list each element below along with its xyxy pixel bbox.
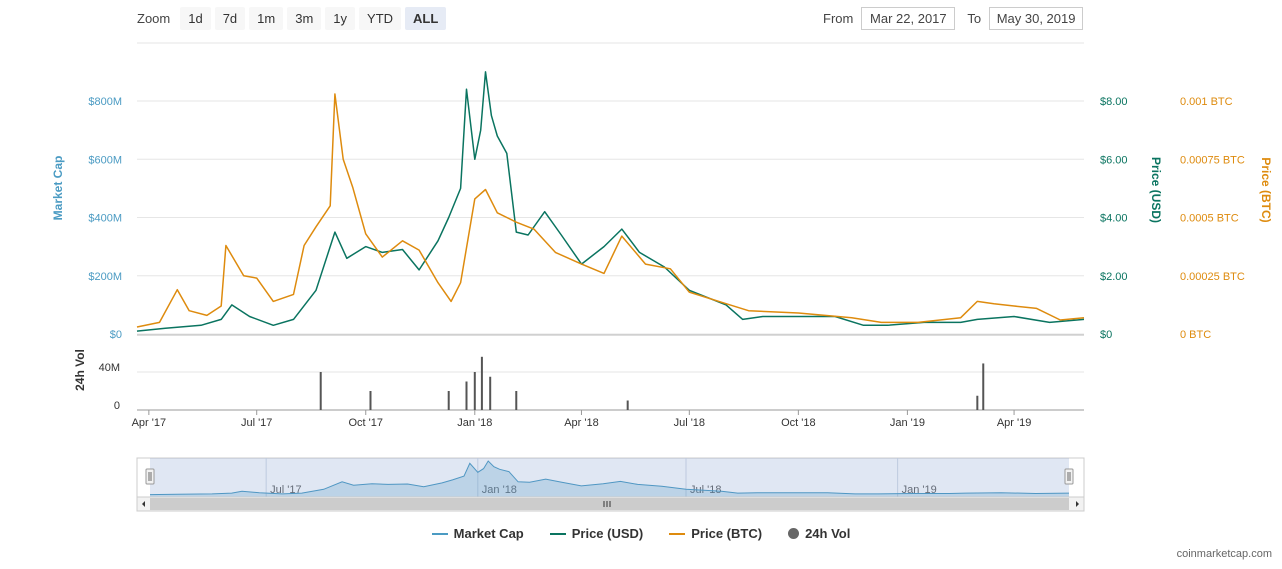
price-btc-tick-label: 0.00075 BTC xyxy=(1180,154,1245,166)
volume-bar xyxy=(976,395,979,410)
zoom-7d-button[interactable]: 7d xyxy=(214,7,246,30)
legend-volume[interactable]: 24h Vol xyxy=(788,526,850,541)
volume-axis-title: 24h Vol xyxy=(73,349,87,391)
x-tick-label: Oct '18 xyxy=(781,417,816,429)
legend-price-btc[interactable]: Price (BTC) xyxy=(669,526,762,541)
zoom-1y-button[interactable]: 1y xyxy=(325,7,356,30)
navigator-tick-label: Jan '19 xyxy=(902,484,937,496)
price-btc-swatch-icon xyxy=(669,532,686,535)
price-usd-axis-title: Price (USD) xyxy=(1149,157,1163,223)
market-cap-tick-label: $800M xyxy=(88,96,122,108)
price-usd-tick-label: $2.00 xyxy=(1100,271,1128,283)
volume-bar xyxy=(319,372,322,410)
price-usd-tick-label: $0 xyxy=(1100,329,1112,341)
volume-bars xyxy=(319,356,985,410)
price-btc-line xyxy=(136,93,1085,328)
navigator-selection xyxy=(150,458,1069,497)
volume-bar xyxy=(982,363,985,410)
market-cap-tick-label: $600M xyxy=(88,154,122,166)
volume-bar xyxy=(480,356,483,410)
to-date-input[interactable]: May 30, 2019 xyxy=(989,7,1084,30)
legend-price-btc-label: Price (BTC) xyxy=(691,526,763,541)
navigator-line xyxy=(149,460,1070,496)
price-btc-tick-label: 0.001 BTC xyxy=(1180,96,1233,108)
from-label: From xyxy=(823,11,854,26)
market-cap-tick-label: $200M xyxy=(88,271,122,283)
legend-price-usd-label: Price (USD) xyxy=(571,526,644,541)
market-cap-tick-label: $0 xyxy=(110,329,122,341)
volume-tick-label: 0 xyxy=(114,400,120,412)
x-tick-label: Jan '19 xyxy=(890,417,925,429)
volume-dot-icon xyxy=(788,528,800,539)
volume-bar xyxy=(489,376,492,410)
navigator-tick-label: Jan '18 xyxy=(482,484,517,496)
legend-market-cap-label: Market Cap xyxy=(453,526,524,541)
x-tick-label: Apr '18 xyxy=(564,417,599,429)
axes: $0 $200M $400M $600M $800M Market Cap $0 $2.00 $… xyxy=(51,96,1273,429)
volume-bar xyxy=(369,391,372,410)
price-usd-swatch-icon xyxy=(549,532,566,535)
price-usd-tick-label: $4.00 xyxy=(1100,213,1128,225)
zoom-3m-button[interactable]: 3m xyxy=(287,7,322,30)
price-btc-tick-label: 0.0005 BTC xyxy=(1180,213,1239,225)
legend-market-cap[interactable]: Market Cap xyxy=(431,526,524,541)
market-cap-tick-label: $400M xyxy=(88,213,122,225)
price-btc-tick-label: 0 BTC xyxy=(1180,329,1211,341)
x-tick-label: Jul '18 xyxy=(674,417,705,429)
volume-tick-label: 40M xyxy=(99,362,120,374)
zoom-ytd-button[interactable]: YTD xyxy=(359,7,402,30)
legend: Market Cap Price (USD) Price (BTC) 24h V… xyxy=(0,526,1282,541)
market-cap-axis-title: Market Cap xyxy=(51,156,65,221)
scroll-right-arrow-icon xyxy=(1076,501,1079,507)
price-usd-tick-label: $8.00 xyxy=(1100,96,1128,108)
x-tick-label: Jul '17 xyxy=(241,417,272,429)
navigator-right-handle[interactable] xyxy=(1064,468,1074,485)
price-lines xyxy=(136,71,1085,332)
price-btc-axis-title: Price (BTC) xyxy=(1259,157,1273,222)
grid-lines xyxy=(137,42,1084,411)
scroll-left-arrow-icon xyxy=(142,501,145,507)
legend-volume-label: 24h Vol xyxy=(805,526,851,541)
zoom-1m-button[interactable]: 1m xyxy=(249,7,284,30)
credit-link[interactable]: coinmarketcap.com xyxy=(1176,548,1272,560)
volume-bar xyxy=(515,391,518,410)
price-usd-tick-label: $6.00 xyxy=(1100,154,1128,166)
zoom-1d-button[interactable]: 1d xyxy=(180,7,211,30)
x-tick-label: Jan '18 xyxy=(457,417,492,429)
scrollbar-grip-icon xyxy=(603,501,611,507)
volume-bar xyxy=(447,391,450,410)
volume-bar xyxy=(473,372,476,410)
legend-price-usd[interactable]: Price (USD) xyxy=(549,526,644,541)
navigator-frame xyxy=(136,457,1085,498)
to-label: To xyxy=(967,11,982,26)
zoom-all-button[interactable]: ALL xyxy=(405,7,447,30)
navigator-area xyxy=(150,461,1069,497)
volume-bar xyxy=(465,381,468,410)
market-cap-swatch-icon xyxy=(431,532,448,535)
x-tick-label: Apr '19 xyxy=(997,417,1032,429)
x-tick-label: Oct '17 xyxy=(348,417,383,429)
from-date-input[interactable]: Mar 22, 2017 xyxy=(861,7,956,30)
price-usd-line xyxy=(136,71,1085,332)
zoom-label: Zoom xyxy=(137,11,171,26)
price-btc-tick-label: 0.00025 BTC xyxy=(1180,271,1245,283)
navigator-left-handle[interactable] xyxy=(145,468,155,485)
volume-bar xyxy=(626,400,629,410)
zoom-toolbar: Zoom 1d 7d 1m 3m 1y YTD ALL xyxy=(137,7,447,30)
x-tick-label: Apr '17 xyxy=(132,417,167,429)
price-chart: $0 $200M $400M $600M $800M Market Cap $0 $2.00 $… xyxy=(51,42,1273,512)
date-range: From Mar 22, 2017 To May 30, 2019 xyxy=(823,7,1084,30)
